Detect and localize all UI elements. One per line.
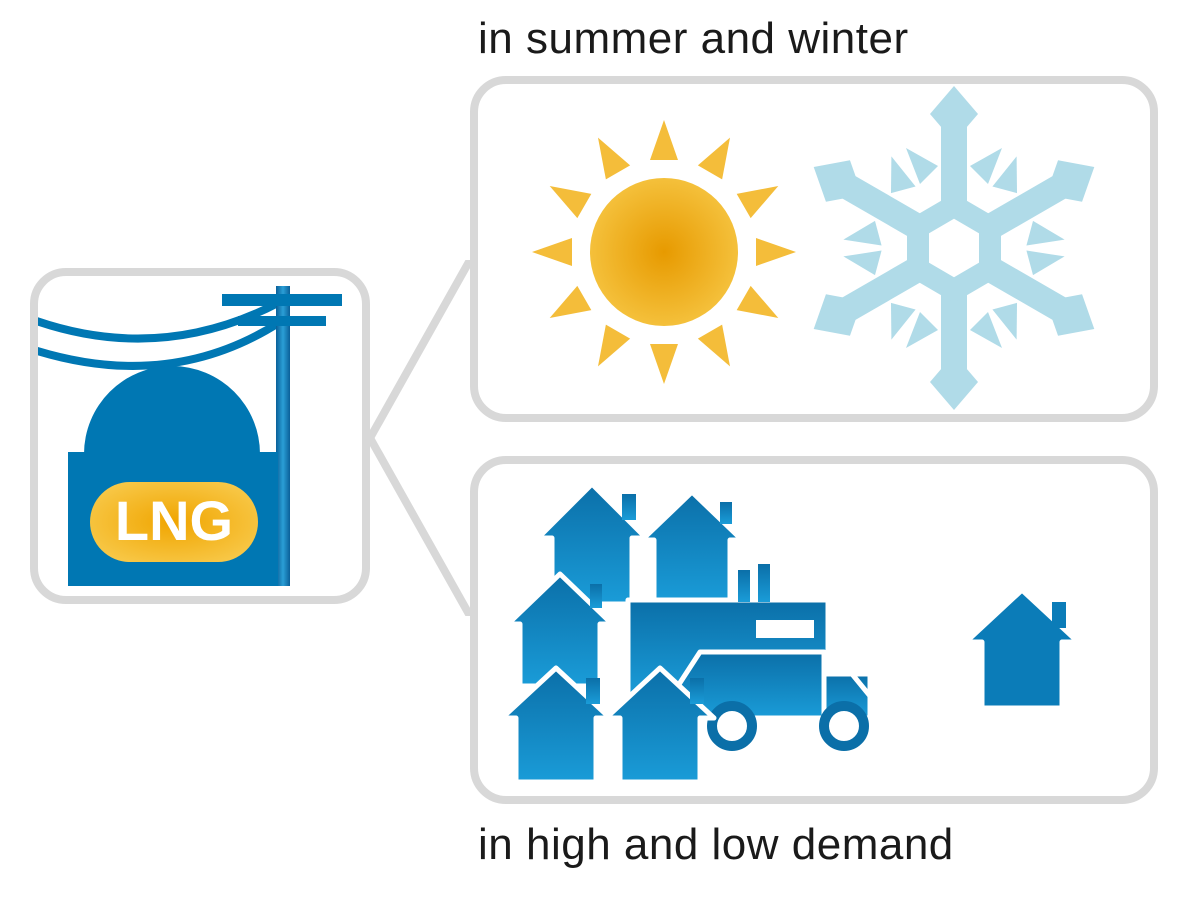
lng-panel: LNG [30,268,370,604]
summer-winter-panel [470,76,1158,422]
title-demand: in high and low demand [478,820,954,870]
low-demand-house-icon [966,590,1078,708]
high-demand-cluster-icon [502,484,870,782]
connector-lines [370,260,480,616]
lng-tank-icon: LNG [38,276,362,596]
snowflake-icon [790,86,1119,410]
demand-panel [470,456,1158,804]
title-summer-winter: in summer and winter [478,14,909,64]
lng-label-text: LNG [115,489,233,552]
sun-icon [532,120,796,384]
